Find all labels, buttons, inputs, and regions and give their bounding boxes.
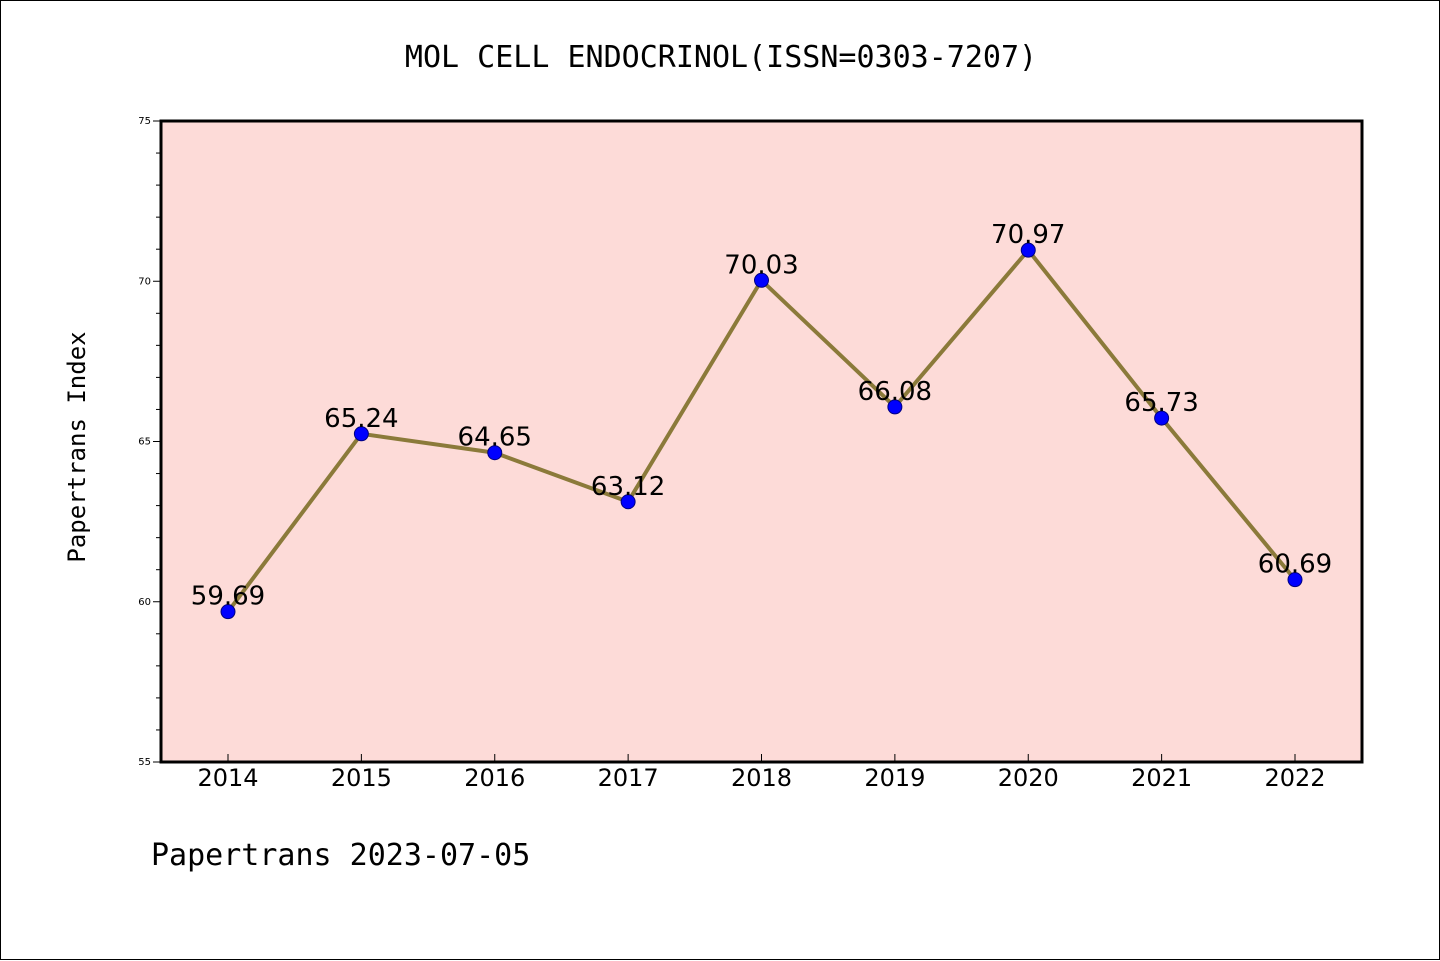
data-label: 65.73 bbox=[1124, 388, 1198, 418]
y-tick-label: 75 bbox=[138, 116, 151, 127]
y-tick-label: 65 bbox=[138, 437, 151, 448]
data-point bbox=[620, 494, 636, 510]
y-axis: 55 60 65 70 75 bbox=[138, 116, 161, 768]
data-label: 65.24 bbox=[324, 404, 398, 434]
series-layer bbox=[220, 242, 1303, 620]
data-point bbox=[1154, 410, 1170, 426]
y-tick-label: 55 bbox=[138, 757, 151, 768]
x-tick-label: 2022 bbox=[1264, 764, 1325, 792]
x-tick-label: 2019 bbox=[864, 764, 925, 792]
data-point bbox=[887, 399, 903, 415]
data-label: 60.69 bbox=[1258, 550, 1332, 580]
data-label: 59.69 bbox=[191, 582, 265, 612]
data-label-layer: 59.69 65.24 64.65 63.12 70.03 66.08 70.97 65.73… bbox=[191, 220, 1332, 612]
x-tick-label: 2018 bbox=[731, 764, 792, 792]
data-point bbox=[220, 604, 236, 620]
x-tick-label: 2016 bbox=[464, 764, 525, 792]
x-tick-label: 2017 bbox=[598, 764, 659, 792]
x-axis: 2014 2015 2016 2017 2018 2019 2020 2021 2022 bbox=[197, 754, 1326, 792]
data-label: 70.97 bbox=[991, 220, 1065, 250]
data-point bbox=[1287, 572, 1303, 588]
data-label: 66.08 bbox=[858, 377, 932, 407]
data-label: 64.65 bbox=[458, 423, 532, 453]
y-axis-label: Papertrans Index bbox=[63, 331, 91, 562]
chart-title: MOL CELL ENDOCRINOL(ISSN=0303-7207) bbox=[405, 40, 1037, 75]
data-point bbox=[353, 426, 369, 442]
x-tick-label: 2014 bbox=[197, 764, 258, 792]
data-point bbox=[487, 445, 503, 461]
y-tick-label: 60 bbox=[138, 597, 151, 608]
footer-credit: Papertrans 2023-07-05 bbox=[151, 838, 530, 873]
data-point bbox=[754, 272, 769, 288]
plot-area bbox=[161, 121, 1362, 762]
x-tick-label: 2021 bbox=[1131, 764, 1192, 792]
y-tick-label: 70 bbox=[138, 276, 151, 287]
x-tick-label: 2020 bbox=[998, 764, 1059, 792]
plot-border bbox=[159, 119, 1364, 764]
data-point bbox=[1020, 242, 1036, 258]
data-label: 70.03 bbox=[724, 250, 798, 280]
x-tick-label: 2015 bbox=[331, 764, 392, 792]
data-label: 63.12 bbox=[591, 472, 665, 502]
